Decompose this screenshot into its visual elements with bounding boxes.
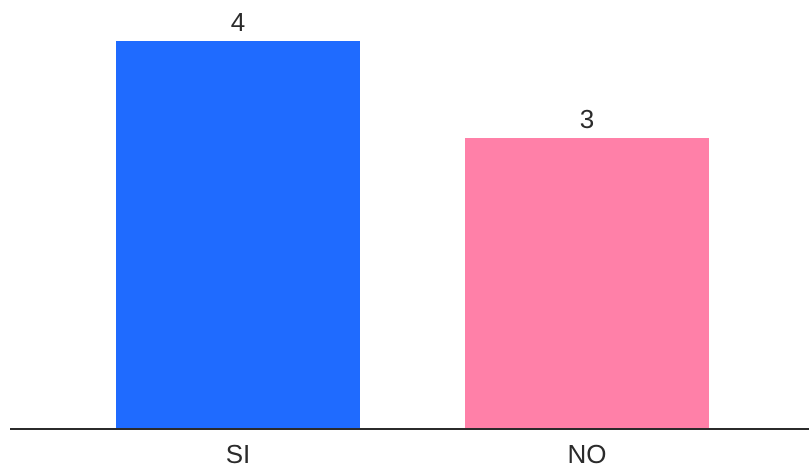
data-label-no: 3 [580,104,594,134]
data-label-si: 4 [231,7,245,37]
bar-no [465,138,709,429]
bar-si [116,41,360,429]
x-tick-label-no: NO [568,439,607,467]
x-tick-label-si: SI [226,439,251,467]
bars-group [116,41,709,429]
labels-group: 4 SI 3 NO [226,7,607,467]
